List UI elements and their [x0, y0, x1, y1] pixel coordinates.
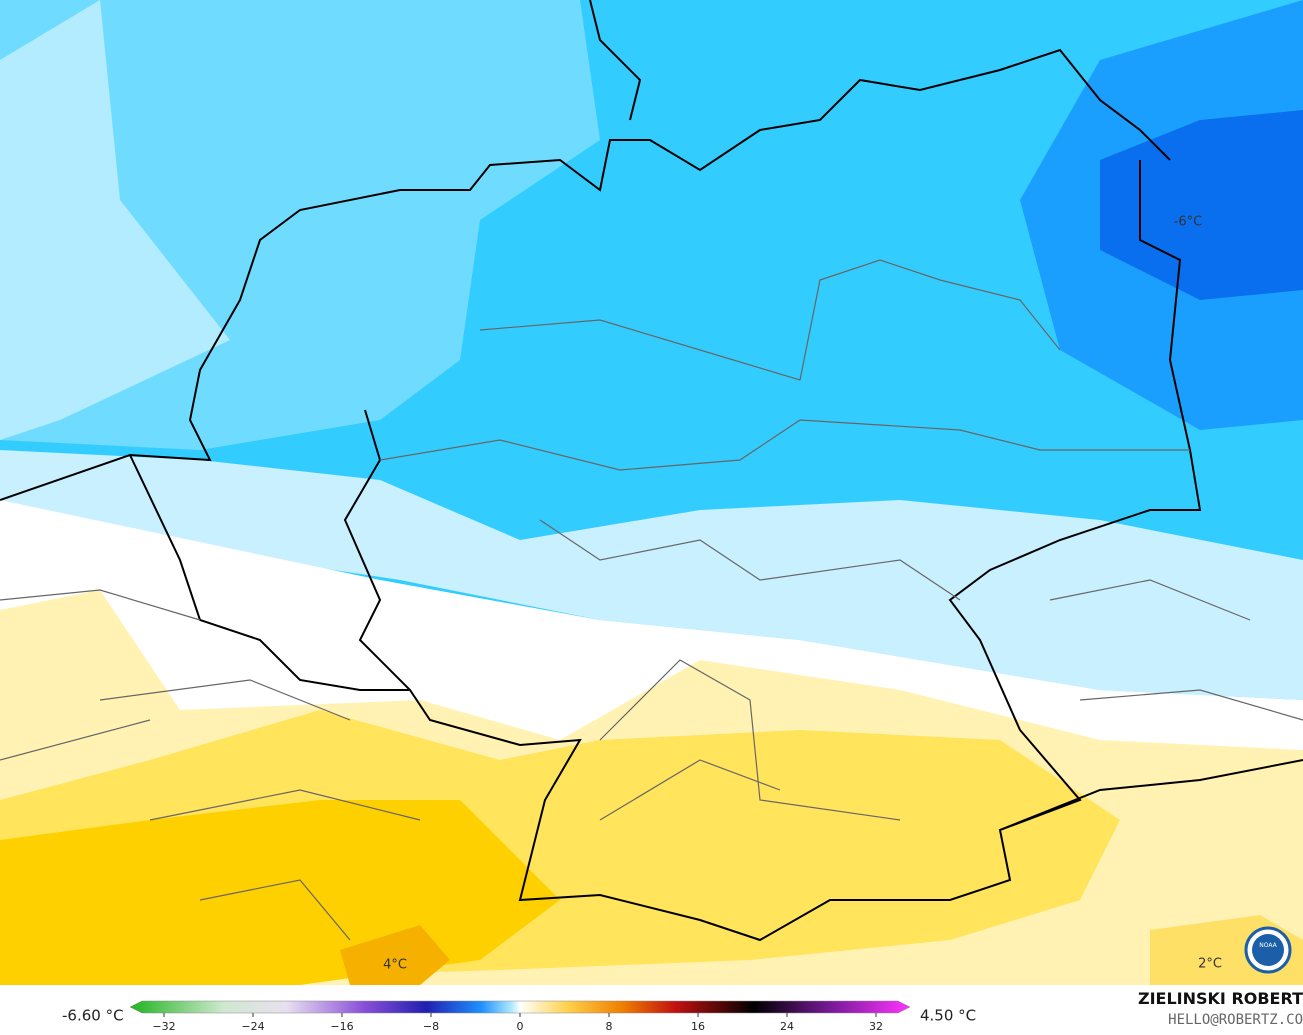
colorbar-tick-label: 8: [606, 1020, 613, 1033]
coastlines: [0, 0, 1303, 942]
legend-max: 4.50 °C: [920, 1007, 976, 1025]
colorbar-tick-label: 32: [869, 1020, 883, 1033]
regional-borders: [0, 259, 1303, 941]
map: NOAA -6°C 4°C 2°C: [0, 0, 1303, 985]
temperature-label: 4°C: [383, 958, 407, 973]
legend-bar: -6.60 °C −32 −24 −16 −8 0 8 16 24 32 4.50 °C ZIE…: [0, 985, 1303, 1035]
credit-name: ZIELINSKI ROBERT: [1138, 989, 1303, 1008]
region-border: [0, 589, 901, 821]
field-hottest: [340, 925, 450, 985]
field-cooler: [0, 0, 230, 440]
coast: [589, 0, 642, 121]
colorbar: [129, 1000, 911, 1014]
colorbar-tick-label: −16: [330, 1020, 353, 1033]
region-border: [539, 519, 961, 601]
region-border: [379, 419, 1190, 471]
border: [129, 454, 410, 691]
region-border: [479, 259, 1061, 381]
credit-contact: HELLO@ROBERTZ.CO: [1168, 1012, 1303, 1028]
region-border: [199, 579, 1303, 941]
colorbar-tick-label: 24: [780, 1020, 794, 1033]
temperature-label: -6°C: [1174, 215, 1203, 230]
colorbar-tick-label: 16: [691, 1020, 705, 1033]
colorbar-tick-label: −32: [152, 1020, 175, 1033]
noaa-logo: NOAA: [1244, 926, 1292, 974]
border: [999, 759, 1303, 831]
colorbar-tick-label: −8: [423, 1020, 439, 1033]
coast: [0, 48, 1171, 501]
temperature-label: 2°C: [1198, 957, 1222, 972]
map-labels: -6°C 4°C 2°C: [383, 215, 1222, 973]
svg-text:NOAA: NOAA: [1259, 942, 1277, 949]
field-coldest: [1100, 110, 1303, 300]
colorbar-ticks: −32 −24 −16 −8 0 8 16 24 32: [152, 1013, 883, 1033]
colorbar-tick-label: 0: [517, 1020, 524, 1033]
legend-min: -6.60 °C: [62, 1007, 124, 1025]
colorbar-tick-label: −24: [241, 1020, 264, 1033]
